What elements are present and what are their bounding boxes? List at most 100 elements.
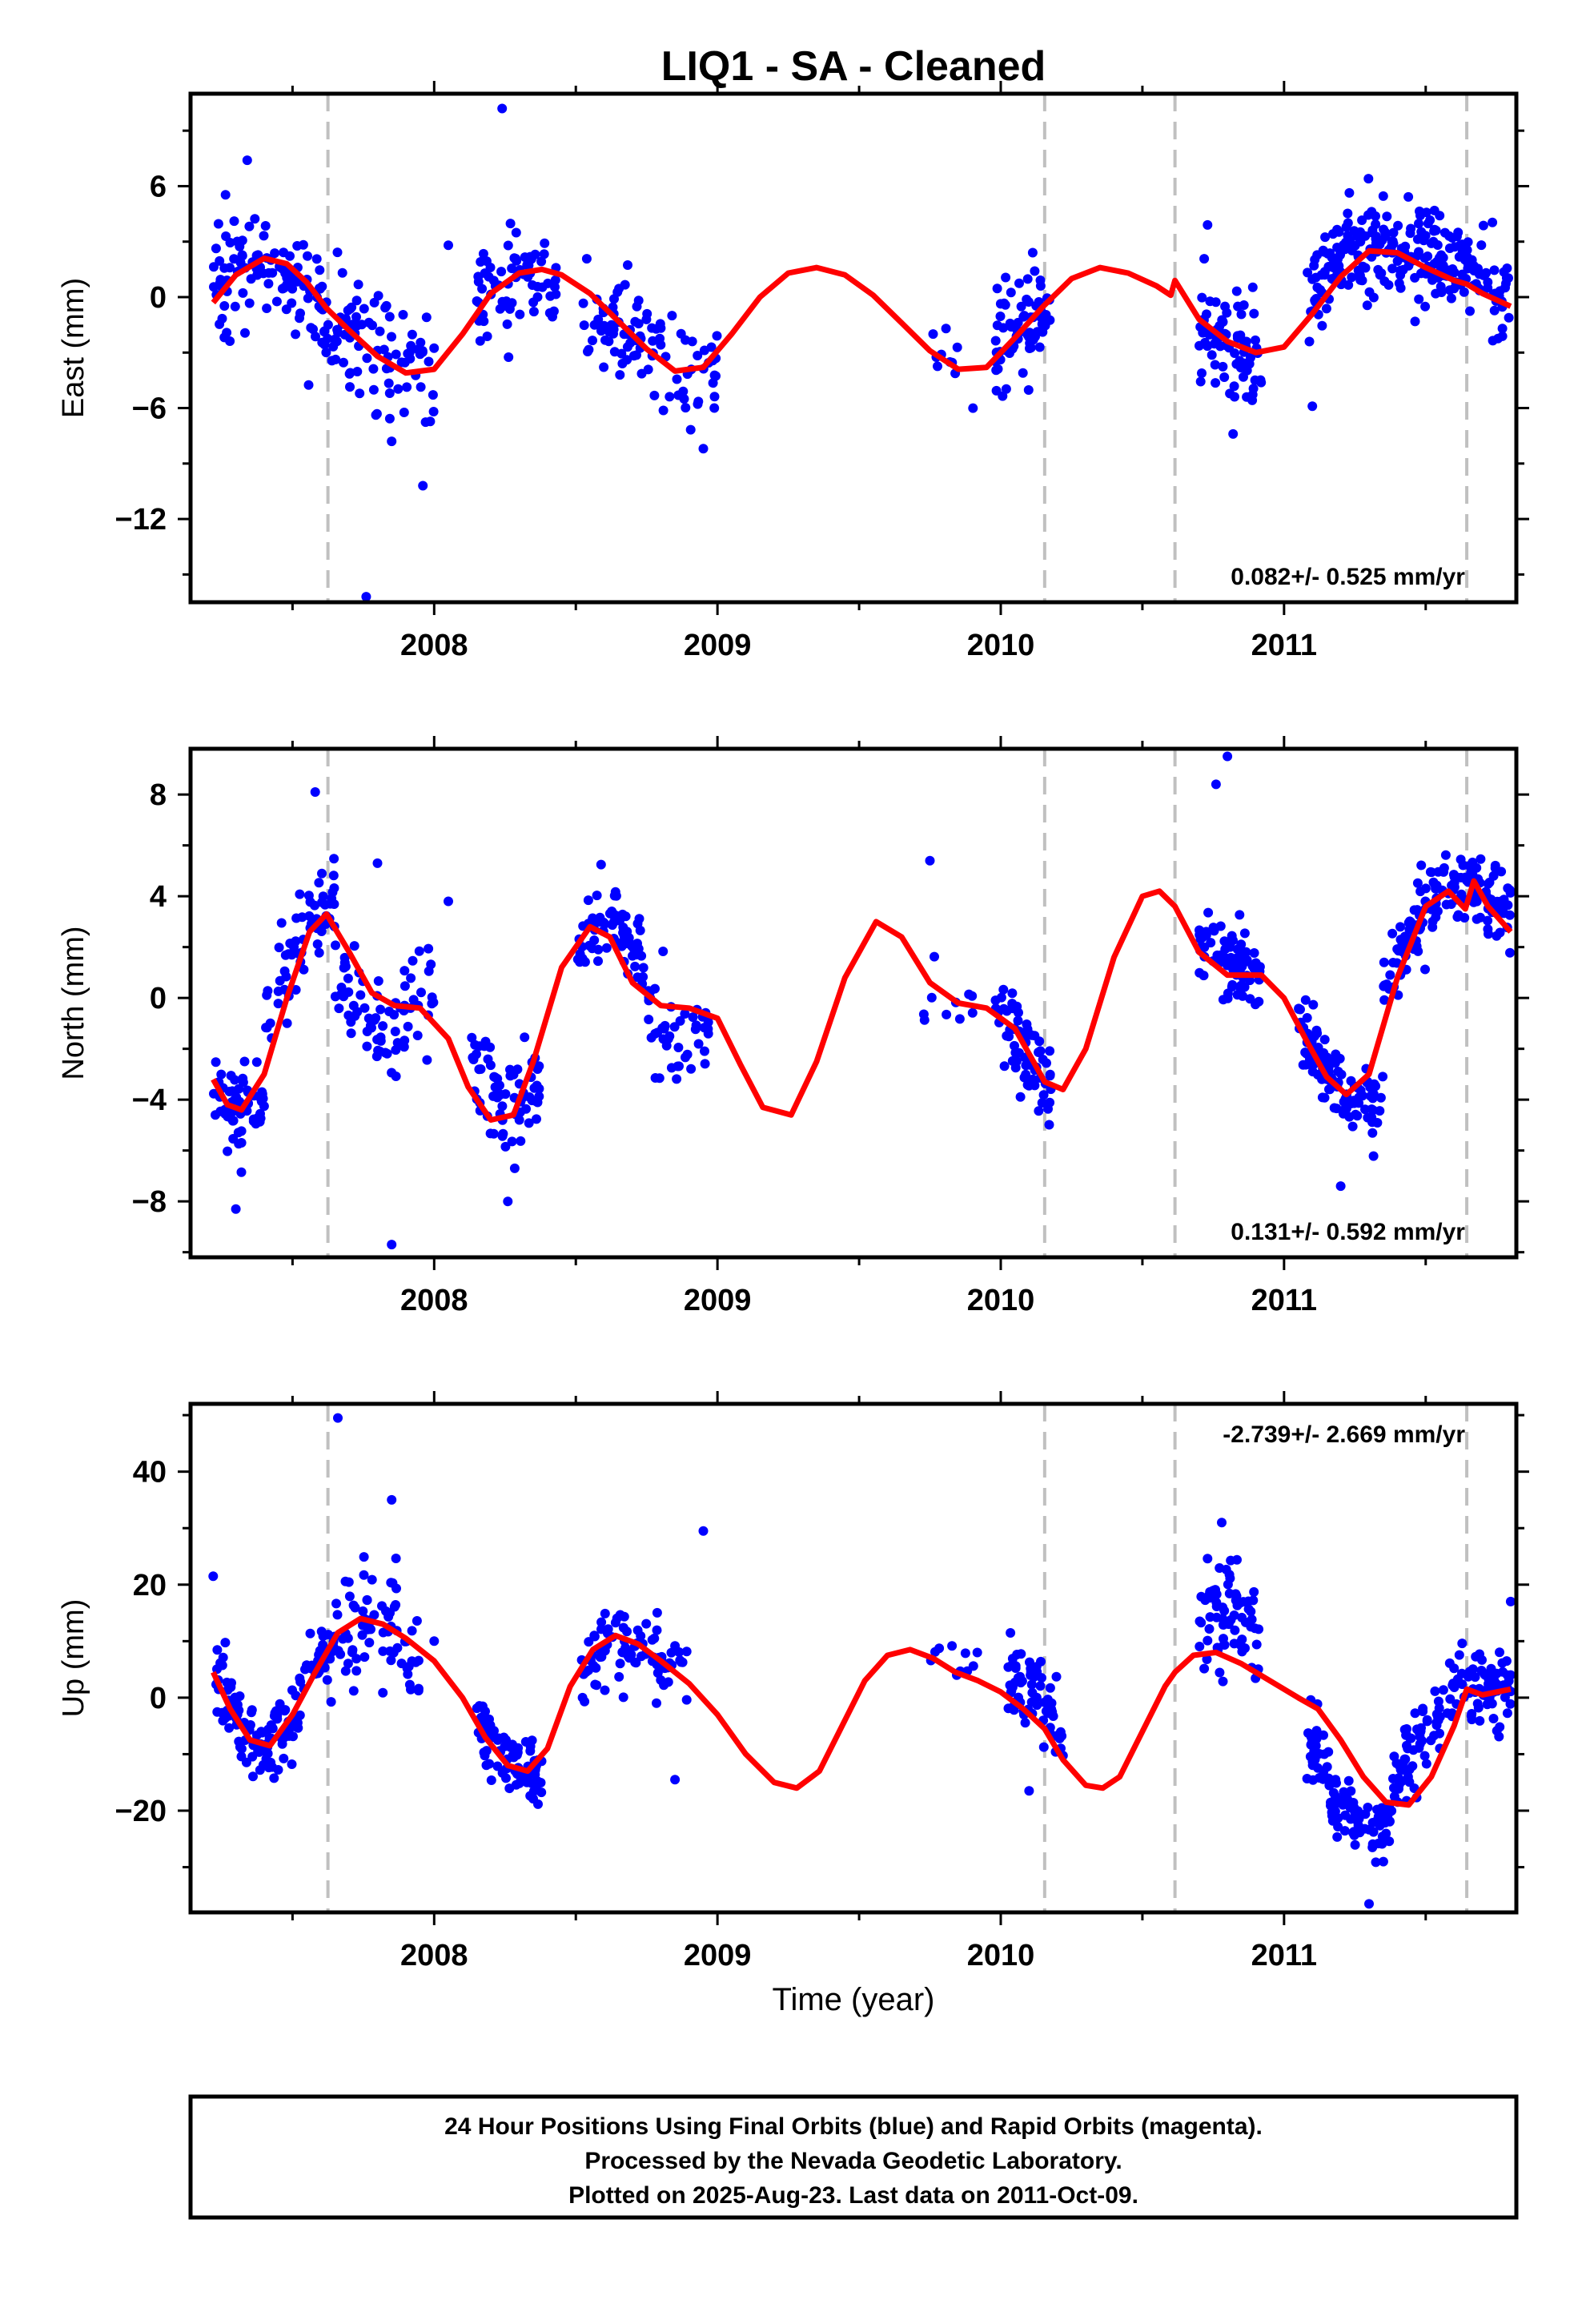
data-point	[378, 1627, 388, 1638]
data-point	[652, 1625, 662, 1635]
data-point	[1416, 268, 1426, 279]
data-point	[1199, 254, 1210, 264]
data-point	[1407, 1761, 1418, 1771]
data-point	[1438, 1685, 1448, 1695]
data-point	[674, 1647, 685, 1657]
data-point	[1447, 233, 1457, 243]
model-line	[211, 878, 1513, 1123]
data-point	[1308, 999, 1319, 1010]
data-point	[303, 891, 314, 901]
data-point	[1484, 877, 1495, 887]
data-point	[1301, 1048, 1311, 1059]
data-point	[638, 971, 648, 982]
data-point	[524, 1118, 534, 1128]
data-point	[426, 959, 436, 970]
data-point	[1204, 1624, 1215, 1634]
data-point	[274, 943, 284, 953]
data-point	[1007, 988, 1018, 999]
data-point	[218, 1652, 228, 1663]
data-point	[1499, 267, 1509, 277]
data-point	[1378, 191, 1388, 201]
data-point	[1222, 953, 1231, 963]
data-point	[1387, 928, 1398, 939]
data-point	[532, 282, 543, 292]
data-point	[1401, 1730, 1411, 1740]
data-point	[369, 1610, 379, 1620]
data-point	[253, 1112, 263, 1123]
data-point	[295, 1710, 305, 1720]
data-point	[1429, 1731, 1439, 1741]
data-point	[1457, 269, 1468, 279]
data-point	[216, 1069, 227, 1080]
data-point	[391, 1045, 401, 1055]
data-point	[428, 407, 439, 416]
data-point	[498, 1128, 508, 1139]
data-point	[1034, 342, 1045, 352]
caption-box: 24 Hour Positions Using Final Orbits (bl…	[188, 2094, 1519, 2220]
data-point	[212, 1707, 223, 1717]
data-point	[1034, 1047, 1044, 1057]
data-point	[1488, 336, 1498, 346]
data-point	[636, 1630, 646, 1641]
data-point	[279, 1706, 290, 1716]
data-point	[1218, 361, 1228, 372]
data-point	[1439, 866, 1449, 877]
data-point	[407, 1626, 417, 1636]
data-point	[1038, 1055, 1048, 1064]
data-point	[1405, 228, 1415, 239]
data-point	[650, 1028, 661, 1039]
data-point	[1502, 1670, 1512, 1680]
data-point	[1319, 1767, 1329, 1777]
data-point	[1025, 1657, 1034, 1667]
data-point	[700, 1059, 710, 1069]
data-point	[1489, 265, 1500, 275]
data-point	[942, 1009, 952, 1019]
data-point	[1017, 1676, 1027, 1687]
data-point	[636, 368, 647, 379]
data-point	[641, 1618, 652, 1629]
data-point	[340, 1576, 351, 1586]
data-point	[1225, 388, 1235, 399]
data-point	[306, 323, 316, 333]
data-point	[1504, 312, 1514, 323]
data-point	[1357, 1091, 1367, 1101]
data-point	[1382, 211, 1392, 222]
data-point	[1013, 1015, 1023, 1026]
data-point	[390, 1027, 400, 1036]
data-point	[328, 341, 339, 352]
data-point	[420, 417, 431, 428]
data-point	[1023, 297, 1034, 307]
data-point	[1416, 1723, 1426, 1733]
data-point	[364, 1638, 375, 1648]
data-point	[1210, 360, 1220, 370]
data-point	[391, 1583, 401, 1594]
data-point	[1195, 376, 1206, 387]
data-point	[1344, 187, 1355, 198]
data-point	[525, 251, 536, 262]
data-point	[488, 1091, 499, 1101]
data-point	[1368, 1089, 1379, 1100]
data-point	[579, 320, 589, 331]
data-point	[378, 1021, 388, 1031]
data-point	[292, 241, 303, 251]
data-point	[1023, 385, 1034, 395]
data-point	[596, 1617, 607, 1627]
data-point	[1211, 1612, 1222, 1622]
data-point	[1203, 907, 1214, 918]
data-point	[1484, 1679, 1493, 1689]
data-point	[1331, 1049, 1341, 1059]
data-point	[1377, 1831, 1387, 1842]
y-tick-label: −12	[115, 503, 167, 537]
data-point	[1007, 999, 1018, 1009]
data-point	[1317, 320, 1327, 331]
data-point	[583, 895, 593, 906]
data-point	[353, 279, 363, 290]
data-point	[503, 1196, 513, 1207]
data-point	[1465, 306, 1475, 316]
data-point	[318, 891, 328, 902]
data-point	[259, 231, 269, 241]
data-point	[219, 332, 230, 343]
data-point	[604, 336, 614, 347]
data-point	[600, 1646, 610, 1656]
data-point	[665, 392, 675, 402]
